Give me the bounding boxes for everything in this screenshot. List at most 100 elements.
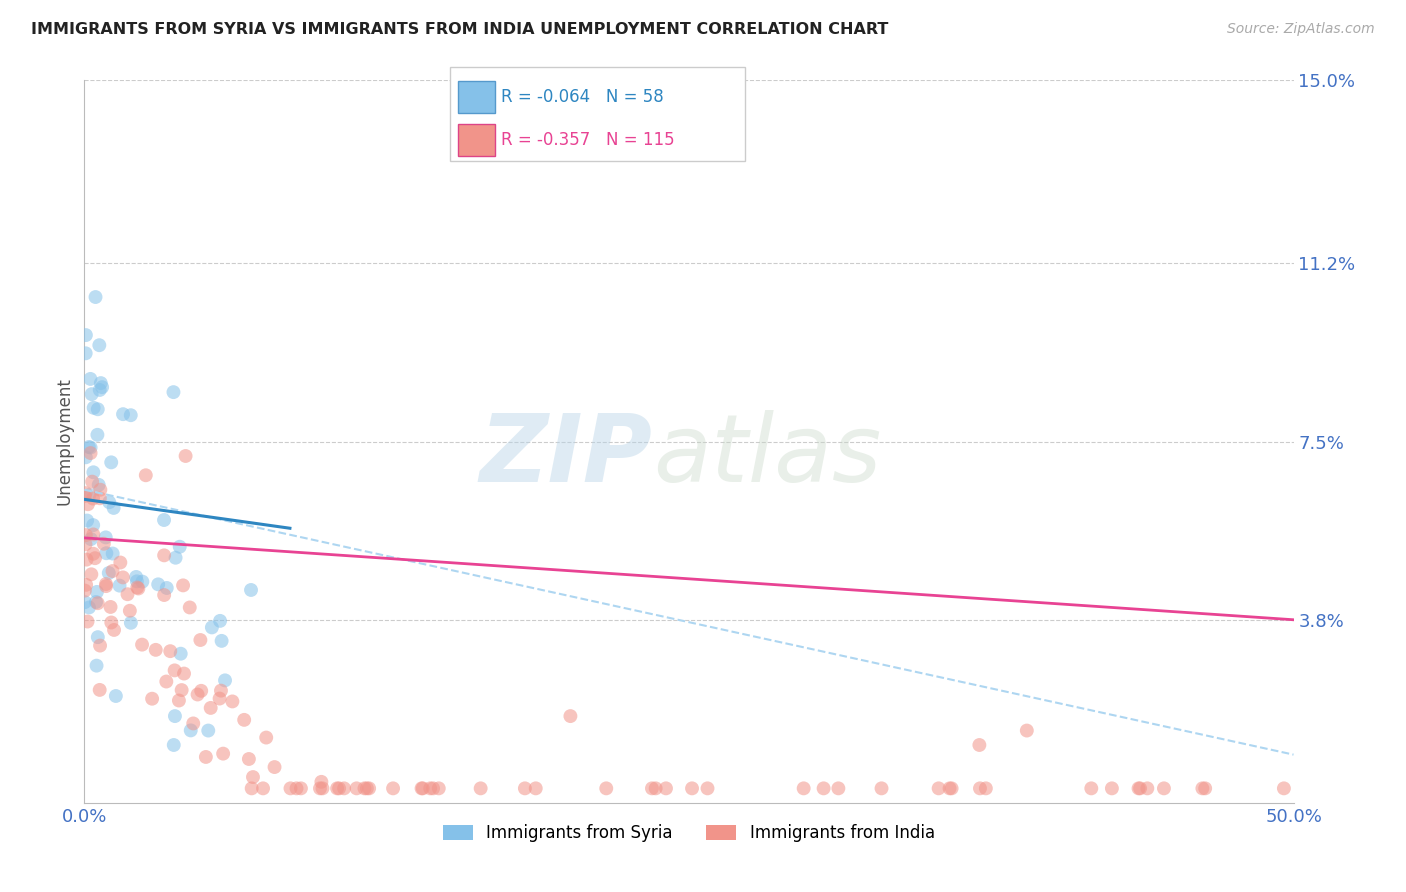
Point <box>311 775 333 789</box>
Point <box>141 691 163 706</box>
Legend: Immigrants from Syria, Immigrants from India: Immigrants from Syria, Immigrants from I… <box>436 817 942 848</box>
Point <box>89 338 111 352</box>
Point <box>290 781 312 796</box>
Point <box>1015 723 1038 738</box>
Point <box>513 781 536 796</box>
Point <box>419 781 441 796</box>
Point <box>309 781 332 796</box>
Point <box>1080 781 1102 796</box>
Point <box>80 567 103 582</box>
Point <box>82 465 104 479</box>
Point <box>104 689 127 703</box>
Point <box>173 666 195 681</box>
Point <box>1153 781 1175 796</box>
Point <box>76 552 98 566</box>
Point <box>1194 781 1216 796</box>
Point <box>79 488 101 502</box>
Text: Source: ZipAtlas.com: Source: ZipAtlas.com <box>1227 22 1375 37</box>
Point <box>170 647 193 661</box>
Point <box>333 781 356 796</box>
Point <box>75 486 97 500</box>
Point <box>411 781 433 796</box>
Point <box>125 570 148 584</box>
Point <box>100 615 122 630</box>
Point <box>356 781 378 796</box>
Point <box>190 683 212 698</box>
Point <box>221 694 243 708</box>
Point <box>75 528 97 542</box>
Point <box>90 376 112 390</box>
Point <box>208 691 231 706</box>
Point <box>94 579 117 593</box>
Point <box>1136 781 1159 796</box>
Point <box>76 514 98 528</box>
Point <box>346 781 368 796</box>
Point <box>77 497 100 511</box>
Point <box>187 688 209 702</box>
Text: atlas: atlas <box>652 410 882 501</box>
Text: R = -0.357   N = 115: R = -0.357 N = 115 <box>501 131 673 149</box>
Point <box>201 620 224 634</box>
Point <box>170 683 193 698</box>
Point <box>1128 781 1150 796</box>
Point <box>82 547 104 561</box>
Point <box>153 588 176 602</box>
Point <box>470 781 492 796</box>
Point <box>240 781 263 796</box>
Point <box>86 427 108 442</box>
Point <box>194 750 217 764</box>
Point <box>200 701 222 715</box>
Point <box>353 781 375 796</box>
Point <box>75 346 97 360</box>
Point <box>938 781 960 796</box>
Point <box>285 781 308 796</box>
Point <box>148 577 170 591</box>
Point <box>120 408 142 422</box>
Point <box>156 581 179 595</box>
Point <box>180 723 202 738</box>
Point <box>103 623 125 637</box>
Point <box>77 440 100 454</box>
Point <box>96 546 118 560</box>
Point <box>928 781 950 796</box>
Point <box>1191 781 1213 796</box>
Point <box>127 581 149 595</box>
Point <box>80 387 103 401</box>
Point <box>211 633 233 648</box>
Point <box>233 713 256 727</box>
Point <box>86 658 108 673</box>
Point <box>1272 781 1295 796</box>
Point <box>84 551 107 566</box>
Point <box>159 644 181 658</box>
Y-axis label: Unemployment: Unemployment <box>55 377 73 506</box>
Point <box>125 574 148 589</box>
Point <box>214 673 236 688</box>
Point <box>91 380 114 394</box>
Point <box>84 595 107 609</box>
Point <box>97 566 120 580</box>
Point <box>238 752 260 766</box>
Point <box>941 781 963 796</box>
Point <box>108 579 131 593</box>
Point <box>655 781 678 796</box>
Point <box>969 738 991 752</box>
Point <box>79 372 101 386</box>
Text: R = -0.064   N = 58: R = -0.064 N = 58 <box>501 88 664 106</box>
Point <box>98 495 121 509</box>
Point <box>560 709 582 723</box>
Point <box>254 731 277 745</box>
Point <box>422 781 444 796</box>
Point <box>681 781 703 796</box>
Point <box>84 290 107 304</box>
Point <box>793 781 815 796</box>
Point <box>1129 781 1152 796</box>
Point <box>163 738 186 752</box>
Point <box>190 633 212 648</box>
Text: ZIP: ZIP <box>479 410 652 502</box>
Point <box>382 781 405 796</box>
Point <box>595 781 617 796</box>
Point <box>89 383 111 397</box>
Point <box>155 674 177 689</box>
Point <box>1101 781 1123 796</box>
Point <box>101 564 124 578</box>
